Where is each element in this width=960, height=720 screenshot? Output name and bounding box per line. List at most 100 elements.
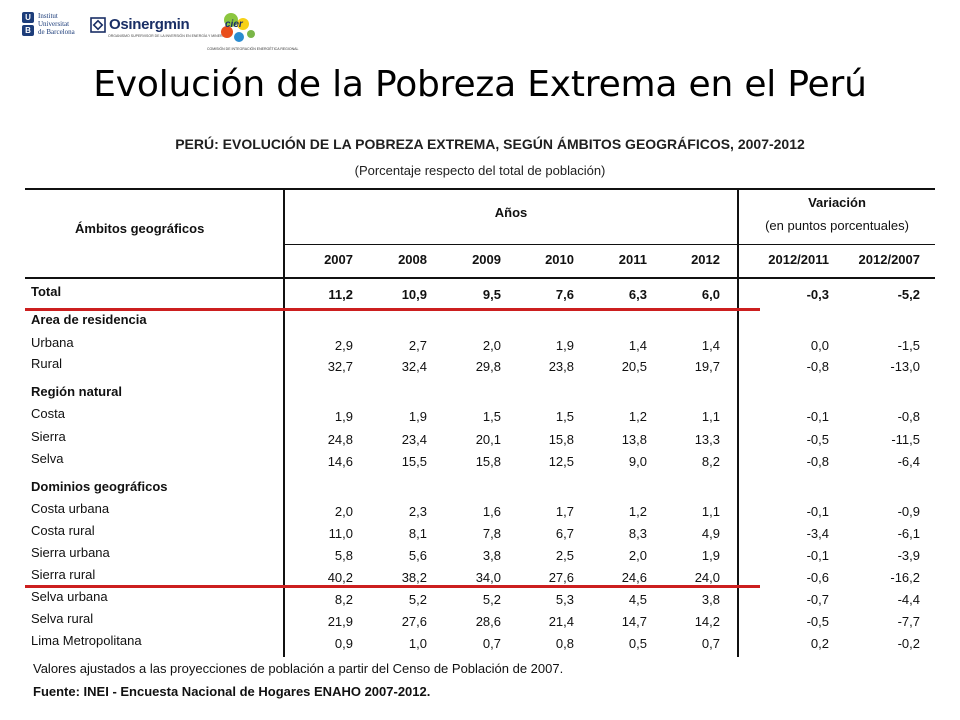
table-cell: 0,7 bbox=[701, 636, 720, 651]
header-variation-sub: (en puntos porcentuales) bbox=[765, 218, 909, 233]
column-header: 2011 bbox=[618, 252, 647, 267]
table-cell: 0,7 bbox=[482, 636, 501, 651]
ub-text-line: Institut bbox=[38, 12, 58, 20]
table-cell: 1,2 bbox=[628, 409, 647, 424]
slide-title: Evolución de la Pobreza Extrema en el Pe… bbox=[93, 64, 867, 105]
cier-wordmark: cier bbox=[225, 19, 244, 30]
table-cell: 15,8 bbox=[475, 454, 501, 469]
table-cell: 38,2 bbox=[401, 570, 427, 585]
table-cell: 29,8 bbox=[475, 359, 501, 374]
osinergmin-logo: Osinergmin ORGANISMO SUPERVISOR DE LA IN… bbox=[90, 16, 226, 38]
sierra-rural-highlight-line bbox=[25, 585, 760, 588]
table-cell: 5,3 bbox=[555, 592, 574, 607]
row-label: Costa bbox=[31, 406, 65, 421]
table-cell: 14,6 bbox=[327, 454, 353, 469]
logo-bar: U B Institut Universitat de Barcelona Os… bbox=[22, 10, 342, 52]
table-subtitle: (Porcentaje respecto del total de poblac… bbox=[354, 163, 606, 178]
table-cell: -13,0 bbox=[890, 359, 920, 374]
table-cell: 8,2 bbox=[334, 592, 353, 607]
table-cell: 1,5 bbox=[482, 409, 501, 424]
table-cell: -0,8 bbox=[897, 409, 920, 424]
table-cell: 10,9 bbox=[401, 287, 427, 302]
total-highlight-line bbox=[25, 308, 760, 311]
column-header: 2012/2007 bbox=[858, 252, 920, 267]
table-cell: 27,6 bbox=[548, 570, 574, 585]
table-cell: 21,9 bbox=[327, 614, 353, 629]
table-cell: 6,3 bbox=[628, 287, 647, 302]
table-cell: 34,0 bbox=[475, 570, 501, 585]
table-cell: 8,3 bbox=[628, 526, 647, 541]
table-cell: 5,2 bbox=[408, 592, 427, 607]
ub-text-line: Universitat bbox=[38, 20, 70, 28]
section-heading: Area de residencia bbox=[31, 312, 147, 327]
table-cell: 0,9 bbox=[334, 636, 353, 651]
table-cell: 40,2 bbox=[327, 570, 353, 585]
table-cell: 1,0 bbox=[408, 636, 427, 651]
table-cell: 5,2 bbox=[482, 592, 501, 607]
table-cell: -0,5 bbox=[806, 432, 829, 447]
table-cell: 1,6 bbox=[482, 504, 501, 519]
row-label: Sierra rural bbox=[31, 567, 96, 582]
table-footnote: Valores ajustados a las proyecciones de … bbox=[33, 661, 564, 676]
table-cell: 11,0 bbox=[328, 526, 353, 541]
table-cell: -7,7 bbox=[897, 614, 920, 629]
table-cell: -0,5 bbox=[806, 614, 829, 629]
osinergmin-tagline: ORGANISMO SUPERVISOR DE LA INVERSIÓN EN … bbox=[108, 34, 226, 38]
table-cell: 0,8 bbox=[555, 636, 574, 651]
table-cell: 1,9 bbox=[555, 338, 574, 353]
row-label: Sierra bbox=[31, 429, 66, 444]
table-cell: -0,3 bbox=[806, 287, 829, 302]
table-cell: 20,5 bbox=[621, 359, 647, 374]
row-label: Lima Metropolitana bbox=[31, 633, 142, 648]
table-cell: 5,6 bbox=[408, 548, 427, 563]
table-cell: 6,7 bbox=[555, 526, 574, 541]
table-cell: 24,8 bbox=[327, 432, 353, 447]
osinergmin-wordmark: Osinergmin bbox=[109, 16, 190, 33]
table-cell: 5,8 bbox=[334, 548, 353, 563]
poverty-table: Ámbitos geográficos Años Variación (en p… bbox=[25, 185, 935, 657]
table-cell: 15,5 bbox=[401, 454, 427, 469]
column-header: 2012 bbox=[691, 252, 720, 267]
table-cell: 9,0 bbox=[628, 454, 647, 469]
table-cell: -0,9 bbox=[897, 504, 920, 519]
table-cell: -3,4 bbox=[806, 526, 829, 541]
table-cell: 32,4 bbox=[401, 359, 427, 374]
table-cell: -0,1 bbox=[806, 504, 829, 519]
table-cell: -5,2 bbox=[897, 287, 920, 302]
table-cell: -6,1 bbox=[897, 526, 920, 541]
column-header: 2009 bbox=[472, 252, 501, 267]
column-header: 2012/2011 bbox=[768, 252, 829, 267]
row-label: Costa urbana bbox=[31, 501, 110, 516]
table-cell: 2,0 bbox=[334, 504, 353, 519]
universitat-barcelona-logo: U B Institut Universitat de Barcelona bbox=[22, 12, 75, 36]
table-source: Fuente: INEI - Encuesta Nacional de Hoga… bbox=[33, 684, 431, 699]
table-cell: 23,8 bbox=[548, 359, 574, 374]
table-cell: 13,8 bbox=[621, 432, 647, 447]
cier-logo: cier COMISIÓN DE INTEGRACIÓN ENERGÉTICA … bbox=[207, 10, 327, 52]
table-cell: 1,7 bbox=[555, 504, 574, 519]
row-label: Selva urbana bbox=[31, 589, 108, 604]
table-cell: 11,2 bbox=[328, 287, 353, 302]
table-cell: -0,8 bbox=[806, 454, 829, 469]
table-cell: 1,1 bbox=[701, 504, 720, 519]
table-cell: 8,1 bbox=[408, 526, 427, 541]
table-cell: 1,4 bbox=[628, 338, 647, 353]
table-cell: -0,6 bbox=[806, 570, 829, 585]
table-cell: 7,6 bbox=[555, 287, 574, 302]
table-cell: -0,2 bbox=[897, 636, 920, 651]
osinergmin-mark-icon bbox=[90, 16, 106, 33]
table-cell: 2,3 bbox=[408, 504, 427, 519]
column-header: 2007 bbox=[324, 252, 353, 267]
year-header-rule bbox=[285, 244, 935, 245]
table-cell: 0,0 bbox=[810, 338, 829, 353]
table-cell: -0,7 bbox=[806, 592, 829, 607]
header-row-label: Ámbitos geográficos bbox=[75, 221, 205, 236]
ub-initial: U bbox=[22, 12, 34, 23]
ub-text-line: de Barcelona bbox=[38, 28, 75, 36]
table-title: PERÚ: EVOLUCIÓN DE LA POBREZA EXTREMA, S… bbox=[175, 136, 805, 152]
table-cell: 4,9 bbox=[701, 526, 720, 541]
table-cell: 1,1 bbox=[701, 409, 720, 424]
table-cell: -0,1 bbox=[806, 548, 829, 563]
table-cell: 27,6 bbox=[401, 614, 427, 629]
table-cell: 0,5 bbox=[628, 636, 647, 651]
